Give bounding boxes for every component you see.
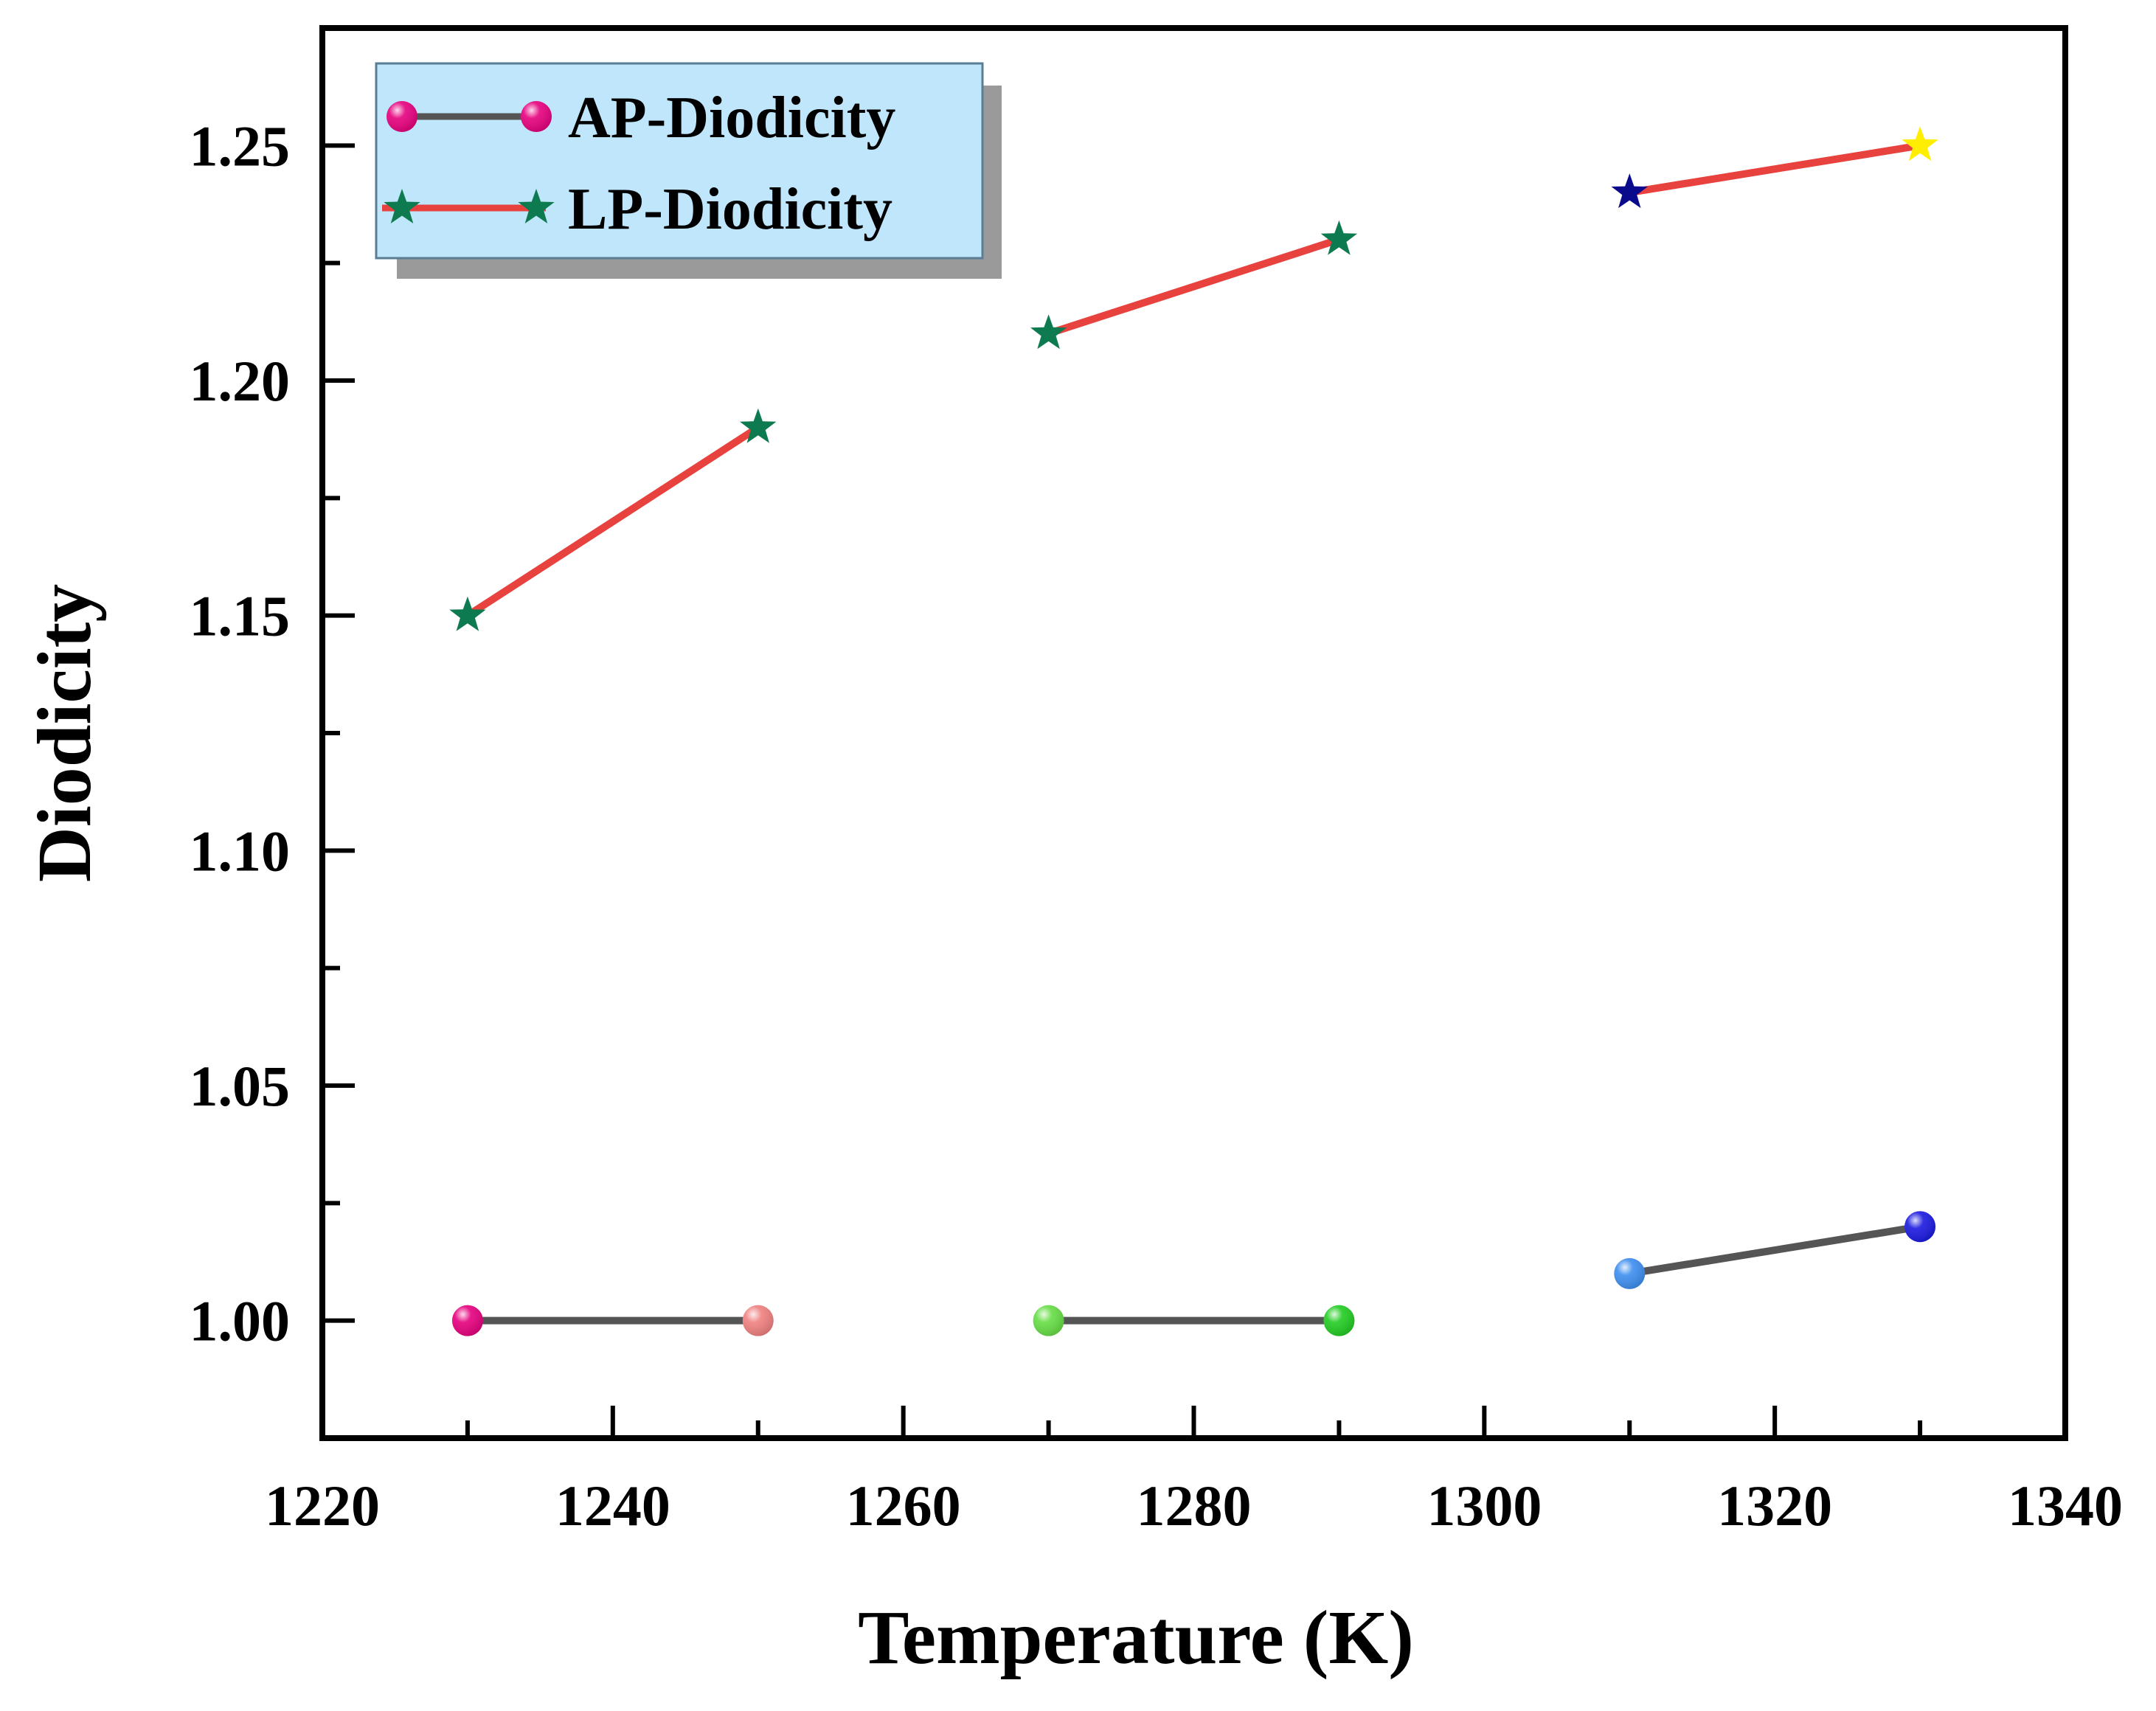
legend-lp-marker-left bbox=[384, 189, 420, 223]
y-tick-label: 1.15 bbox=[190, 584, 291, 648]
x-tick-label: 1320 bbox=[1717, 1474, 1832, 1538]
x-tick-label: 1300 bbox=[1427, 1474, 1542, 1538]
x-tick-label: 1260 bbox=[846, 1474, 961, 1538]
legend-item-ap: AP-Diodicity bbox=[387, 86, 895, 150]
legend-ap-marker bbox=[521, 101, 552, 132]
legend-box bbox=[375, 62, 984, 260]
ap-data-point bbox=[451, 1305, 483, 1336]
y-tick-label: 1.00 bbox=[190, 1289, 291, 1353]
legend-ap-marker-right bbox=[521, 101, 552, 132]
lp-data-point bbox=[1611, 173, 1648, 209]
x-axis-ticks: 1220 1240 1260 1280 1300 1320 1340 bbox=[265, 1406, 2123, 1538]
ap-data-point bbox=[742, 1305, 774, 1336]
y-tick-label: 1.25 bbox=[190, 114, 291, 178]
x-tick-label: 1220 bbox=[265, 1474, 380, 1538]
lp-data-point bbox=[740, 408, 777, 443]
ap-data-point-shine bbox=[1033, 1305, 1064, 1336]
legend-ap-marker-left-shine bbox=[387, 101, 417, 132]
plot-series bbox=[449, 126, 1938, 1336]
y-tick-label: 1.20 bbox=[190, 349, 291, 413]
y-axis-title: Diodicity bbox=[22, 584, 107, 882]
x-tick-label: 1280 bbox=[1137, 1474, 1252, 1538]
lp-data-point bbox=[1320, 220, 1358, 255]
ap-data-point-shine bbox=[1323, 1305, 1355, 1336]
series-line-segment bbox=[1044, 235, 1343, 338]
series-AP-Diodicity bbox=[451, 1211, 1936, 1336]
lp-data-point bbox=[1902, 126, 1938, 162]
legend-lp-marker-right bbox=[518, 189, 555, 223]
ap-data-point-shine bbox=[451, 1305, 483, 1336]
ap-data-point-shine bbox=[742, 1305, 774, 1336]
ap-data-point bbox=[1033, 1305, 1064, 1336]
legend-ap-marker-left bbox=[387, 101, 417, 132]
series-LP-Diodicity bbox=[449, 126, 1938, 631]
ap-data-point bbox=[1614, 1257, 1646, 1289]
lp-data-point bbox=[449, 596, 486, 631]
legend-ap-label: AP-Diodicity bbox=[568, 86, 895, 150]
legend-lp-marker bbox=[384, 189, 420, 223]
legend-ap-marker bbox=[387, 101, 417, 132]
lp-data-point bbox=[1030, 314, 1067, 350]
series-line-segment bbox=[1626, 142, 1924, 197]
y-tick-label: 1.05 bbox=[190, 1054, 291, 1118]
ap-data-point bbox=[1323, 1305, 1355, 1336]
legend-ap-marker-right-shine bbox=[521, 101, 552, 132]
ap-data-point-shine bbox=[1614, 1257, 1646, 1289]
x-tick-label: 1240 bbox=[555, 1474, 670, 1538]
x-axis-title: Temperature (K) bbox=[858, 1595, 1414, 1680]
series-line-segment bbox=[1626, 1223, 1924, 1277]
ap-data-point-shine bbox=[1904, 1211, 1936, 1243]
legend-lp-marker bbox=[518, 189, 555, 223]
legend-item-lp: LP-Diodicity bbox=[382, 177, 892, 242]
y-tick-label: 1.10 bbox=[190, 819, 291, 883]
ap-data-point bbox=[1904, 1211, 1936, 1243]
legend: AP-Diodicity LP-Diodicity bbox=[375, 62, 1002, 279]
series-line-segment bbox=[463, 423, 762, 620]
x-tick-label: 1340 bbox=[2008, 1474, 2123, 1538]
legend-lp-label: LP-Diodicity bbox=[568, 177, 892, 242]
y-axis-ticks: 1.00 1.05 1.10 1.15 1.20 1.25 bbox=[190, 114, 355, 1353]
